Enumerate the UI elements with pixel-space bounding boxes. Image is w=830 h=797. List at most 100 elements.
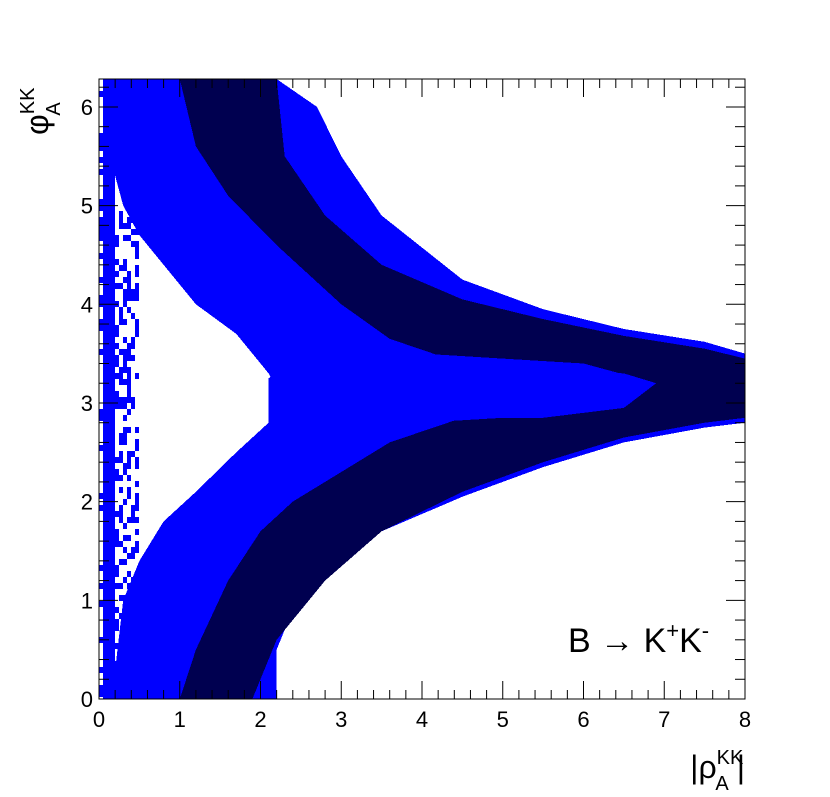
edge-pixel bbox=[127, 367, 131, 373]
x-axis-title: |ρKK A | bbox=[690, 747, 745, 795]
edge-pixel bbox=[135, 619, 139, 625]
edge-pixel bbox=[107, 415, 111, 421]
edge-pixel bbox=[123, 361, 127, 367]
edge-pixel bbox=[135, 601, 139, 607]
edge-pixel bbox=[127, 91, 131, 97]
edge-pixel bbox=[135, 229, 139, 235]
edge-pixel bbox=[135, 655, 139, 661]
edge-pixel bbox=[111, 637, 115, 643]
edge-pixel bbox=[127, 517, 131, 523]
x-tick-label: 7 bbox=[658, 707, 670, 732]
edge-pixel bbox=[103, 691, 107, 697]
edge-pixel bbox=[127, 637, 131, 643]
edge-pixel bbox=[99, 325, 103, 331]
edge-pixel bbox=[123, 547, 127, 553]
edge-pixel bbox=[123, 523, 127, 529]
edge-pixel bbox=[115, 133, 119, 139]
edge-pixel bbox=[127, 427, 131, 433]
edge-pixel bbox=[115, 325, 119, 331]
edge-pixel bbox=[99, 295, 103, 301]
edge-pixel bbox=[131, 451, 135, 457]
edge-pixel bbox=[123, 301, 127, 307]
edge-pixel bbox=[111, 403, 115, 409]
edge-pixel bbox=[107, 355, 111, 361]
edge-pixel bbox=[107, 427, 111, 433]
edge-pixel bbox=[123, 439, 127, 445]
x-tick-label: 3 bbox=[335, 707, 347, 732]
edge-pixel bbox=[131, 511, 135, 517]
edge-pixel bbox=[131, 667, 135, 673]
edge-pixel bbox=[135, 541, 139, 547]
edge-pixel bbox=[111, 319, 115, 325]
edge-pixel bbox=[119, 109, 123, 115]
edge-pixel bbox=[131, 241, 135, 247]
x-tick-labels: 0 1 2 3 4 5 6 7 8 bbox=[93, 707, 751, 732]
edge-pixel bbox=[103, 127, 107, 133]
edge-pixel bbox=[127, 619, 131, 625]
edge-pixel bbox=[127, 571, 131, 577]
edge-pixel bbox=[115, 241, 119, 247]
edge-pixel bbox=[115, 625, 119, 631]
edge-pixel bbox=[115, 271, 119, 277]
edge-pixel bbox=[115, 361, 119, 367]
edge-pixel bbox=[131, 229, 135, 235]
edge-pixel bbox=[131, 547, 135, 553]
edge-pixel bbox=[111, 415, 115, 421]
edge-pixel bbox=[103, 91, 107, 97]
edge-pixel bbox=[119, 349, 123, 355]
edge-pixel bbox=[131, 337, 135, 343]
edge-pixel bbox=[103, 583, 107, 589]
edge-pixel bbox=[127, 235, 131, 241]
edge-pixel bbox=[111, 109, 115, 115]
edge-pixel bbox=[131, 289, 135, 295]
edge-pixel bbox=[103, 403, 107, 409]
edge-pixel bbox=[127, 151, 131, 157]
edge-scatter-pixels bbox=[99, 79, 139, 699]
edge-pixel bbox=[115, 457, 119, 463]
edge-pixel bbox=[99, 217, 103, 223]
edge-pixel bbox=[111, 79, 115, 85]
edge-pixel bbox=[103, 397, 107, 403]
edge-pixel bbox=[103, 451, 107, 457]
edge-pixel bbox=[99, 133, 103, 139]
edge-pixel bbox=[119, 439, 123, 445]
edge-pixel bbox=[123, 337, 127, 343]
edge-pixel bbox=[119, 283, 123, 289]
edge-pixel bbox=[107, 259, 111, 265]
edge-pixel bbox=[119, 613, 123, 619]
edge-pixel bbox=[127, 583, 131, 589]
edge-pixel bbox=[115, 103, 119, 109]
edge-pixel bbox=[127, 379, 131, 385]
edge-pixel bbox=[103, 601, 107, 607]
edge-pixel bbox=[135, 481, 139, 487]
edge-pixel bbox=[103, 505, 107, 511]
edge-pixel bbox=[119, 505, 123, 511]
edge-pixel bbox=[103, 343, 107, 349]
edge-pixel bbox=[119, 433, 123, 439]
edge-pixel bbox=[131, 217, 135, 223]
edge-pixel bbox=[127, 169, 131, 175]
edge-pixel bbox=[103, 253, 107, 259]
edge-pixel bbox=[103, 589, 107, 595]
edge-pixel bbox=[135, 463, 139, 469]
edge-pixel bbox=[119, 673, 123, 679]
edge-pixel bbox=[99, 565, 103, 571]
edge-pixel bbox=[127, 535, 131, 541]
edge-pixel bbox=[115, 391, 119, 397]
edge-pixel bbox=[119, 97, 123, 103]
edge-pixel bbox=[111, 331, 115, 337]
edge-pixel bbox=[123, 151, 127, 157]
edge-pixel bbox=[99, 157, 103, 163]
edge-pixel bbox=[103, 427, 107, 433]
edge-pixel bbox=[127, 613, 131, 619]
edge-pixel bbox=[135, 649, 139, 655]
x-tick-label: 1 bbox=[174, 707, 186, 732]
edge-pixel bbox=[107, 313, 111, 319]
edge-pixel bbox=[131, 199, 135, 205]
edge-pixel bbox=[111, 667, 115, 673]
edge-pixel bbox=[111, 199, 115, 205]
edge-pixel bbox=[103, 529, 107, 535]
edge-pixel bbox=[111, 625, 115, 631]
edge-pixel bbox=[103, 625, 107, 631]
edge-pixel bbox=[115, 685, 119, 691]
